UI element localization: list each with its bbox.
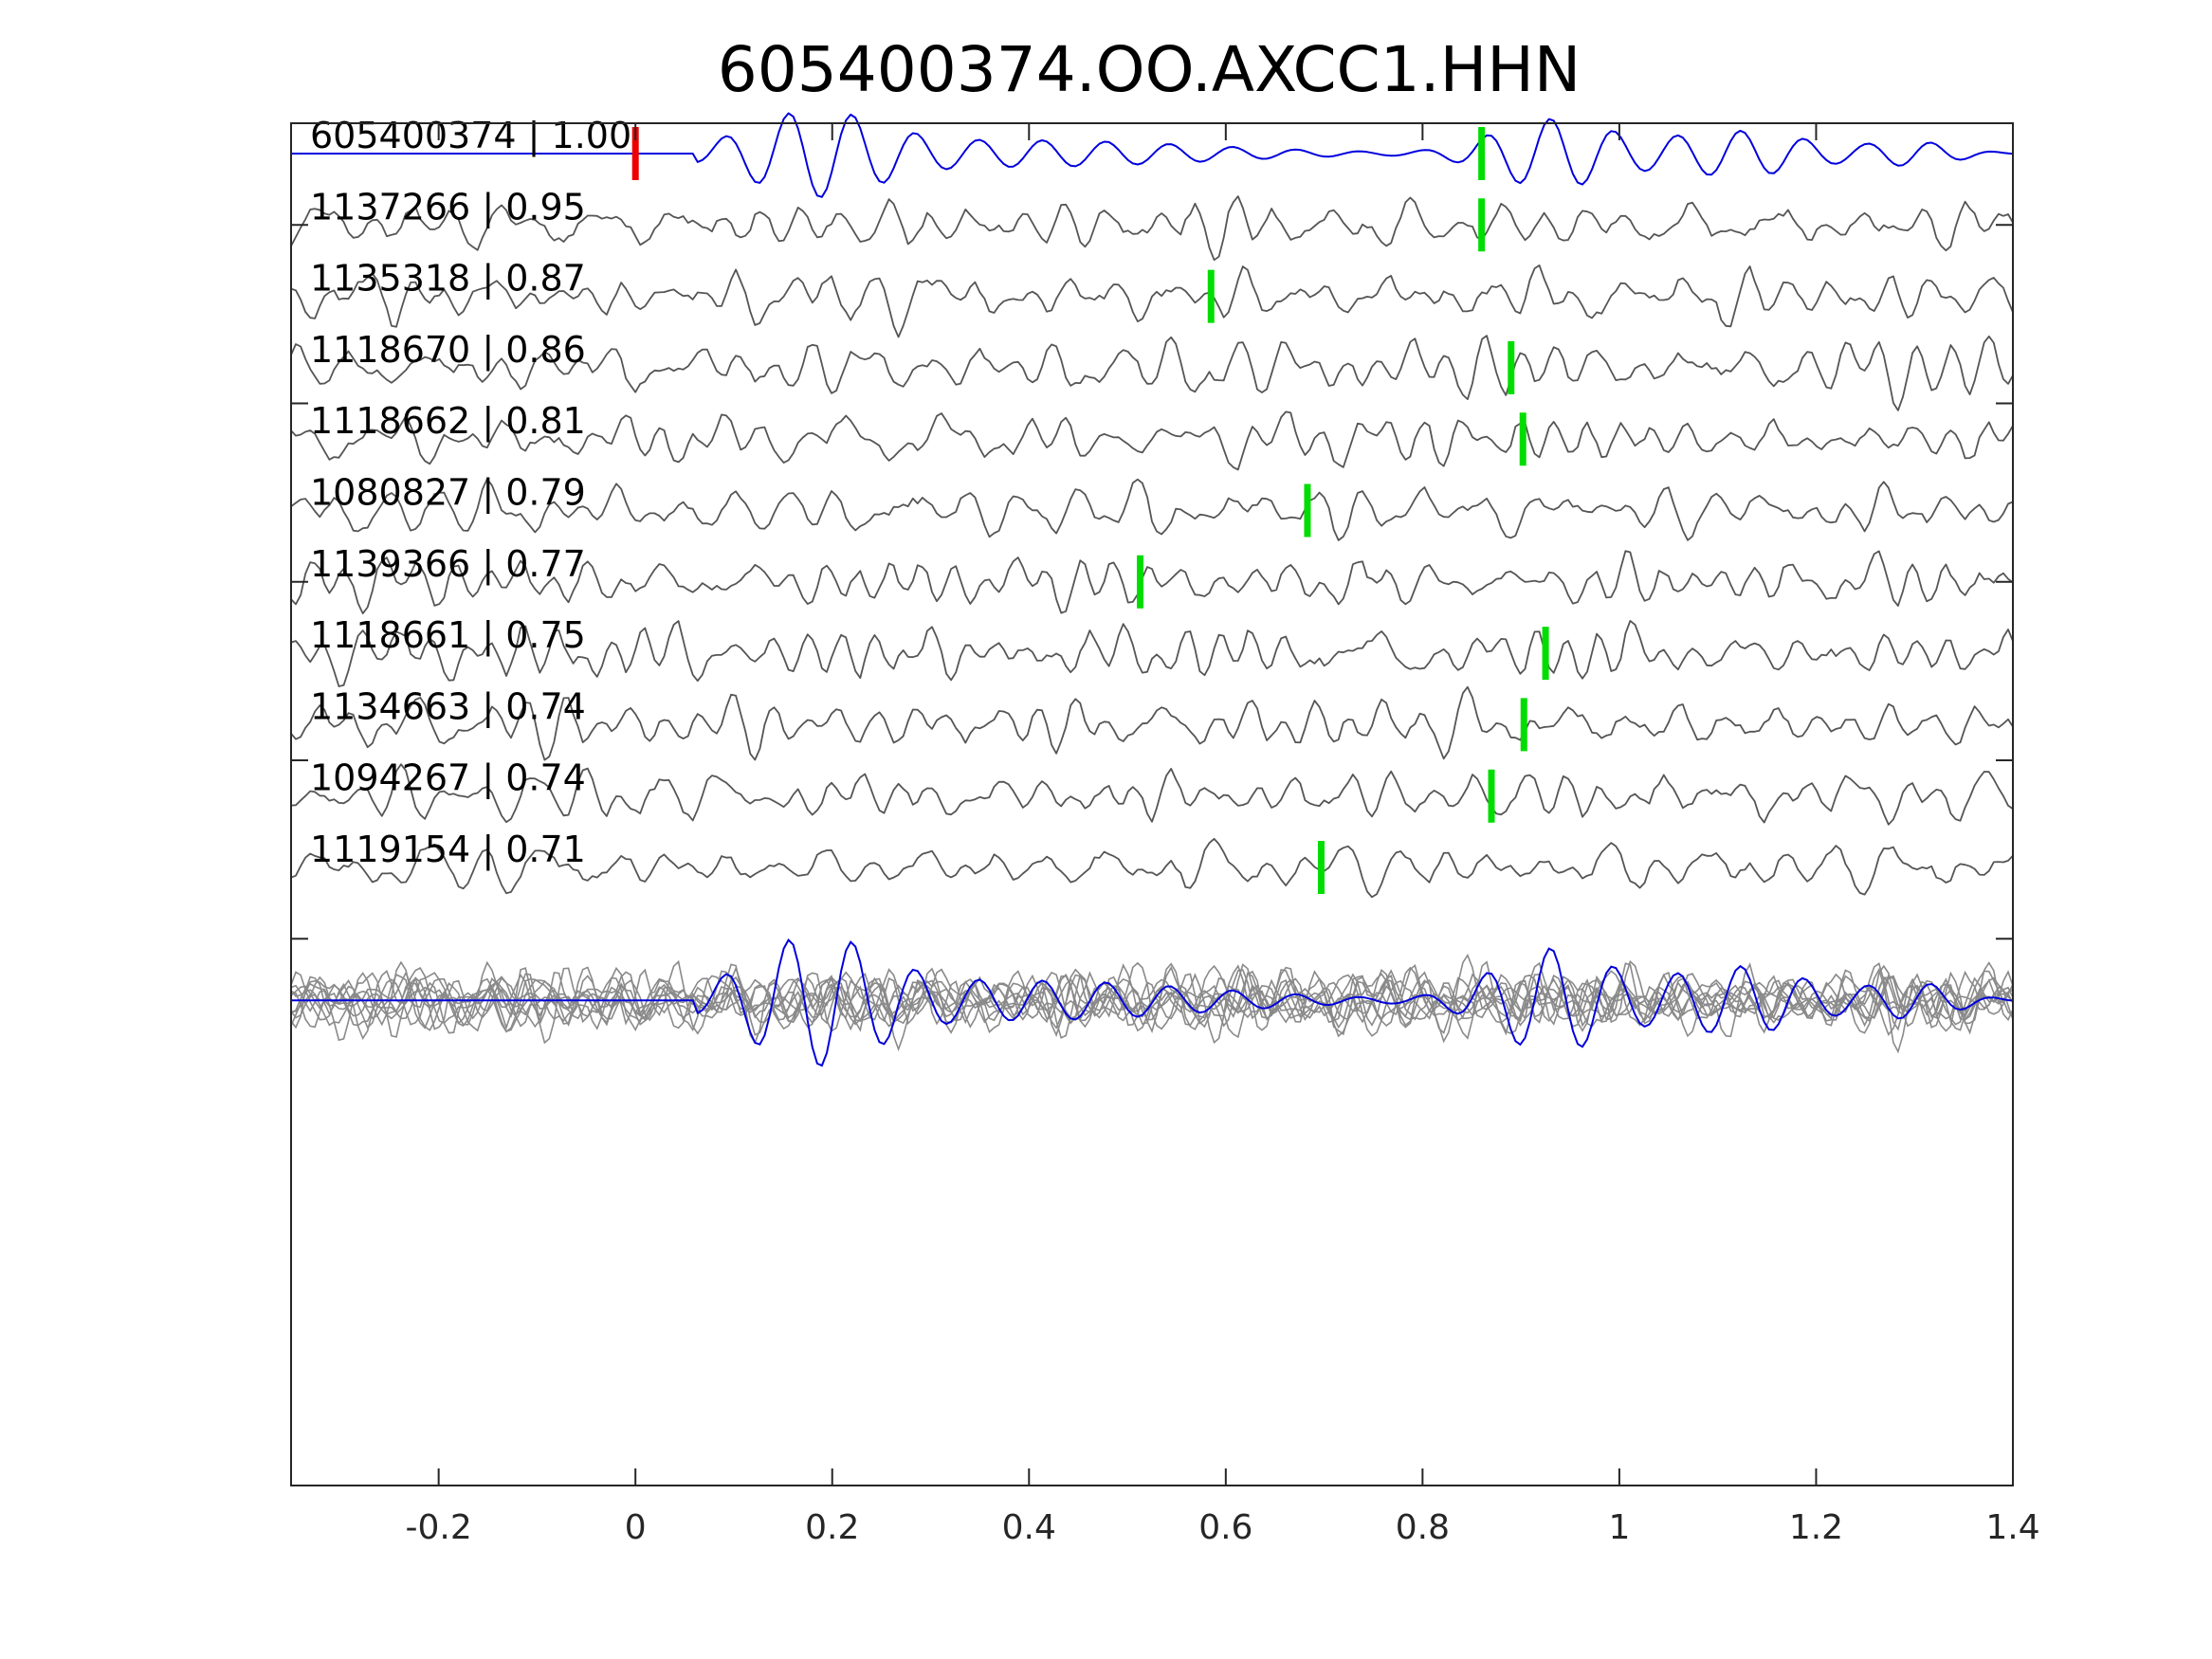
match-trace	[290, 478, 2014, 541]
match-trace	[290, 264, 2014, 338]
match-trace	[290, 837, 2014, 899]
x-tick-label: 0.2	[805, 1508, 859, 1547]
match-trace	[290, 763, 2014, 826]
x-tick-label: 0.8	[1396, 1508, 1450, 1547]
axis-ticks: -0.2 0 0.2 0.4 0.6 0.8 1 1.2 1.4	[291, 123, 2040, 1547]
x-tick-label: 1	[1608, 1508, 1630, 1547]
trace-label: 1094267 | 0.74	[310, 757, 586, 800]
trace-label: 1137266 | 0.95	[310, 186, 586, 228]
x-tick-label: 0.4	[1002, 1508, 1056, 1547]
match-trace	[290, 410, 2014, 471]
match-trace	[290, 550, 2014, 614]
trace-label: 1118670 | 0.86	[310, 329, 586, 372]
trace-label: 1135318 | 0.87	[310, 258, 586, 301]
trace-label: 1119154 | 0.71	[310, 829, 586, 871]
trace-labels-layer: 605400374 | 1.00 1137266 | 0.95 1135318 | …	[310, 115, 631, 871]
chart-title: 605400374.OO.AXCC1.HHN	[718, 33, 1581, 106]
trace-label: 1118661 | 0.75	[310, 614, 586, 657]
trace-label: 1080827 | 0.79	[310, 472, 586, 515]
template-trace	[291, 112, 2014, 198]
traces-layer	[290, 112, 2014, 899]
stacked-template-trace	[291, 938, 2014, 1067]
trace-label: 1118662 | 0.81	[310, 400, 586, 443]
stacked-overlay	[290, 938, 2014, 1067]
stacked-trace	[290, 960, 2014, 1054]
x-tick-label: -0.2	[406, 1508, 472, 1547]
trace-label: 605400374 | 1.00	[310, 115, 631, 157]
trace-label: 1139366 | 0.77	[310, 543, 586, 586]
x-tick-label: 0.6	[1198, 1508, 1252, 1547]
stacked-trace	[290, 953, 2014, 1045]
x-tick-label: 1.4	[1985, 1508, 2039, 1547]
plot-frame	[290, 122, 2014, 1486]
match-trace	[290, 685, 2014, 761]
match-trace	[290, 335, 2014, 411]
match-trace	[290, 620, 2014, 687]
x-tick-label: 1.2	[1789, 1508, 1843, 1547]
match-trace	[290, 195, 2014, 262]
x-tick-label: 0	[625, 1508, 647, 1547]
trace-label: 1134663 | 0.74	[310, 685, 586, 728]
